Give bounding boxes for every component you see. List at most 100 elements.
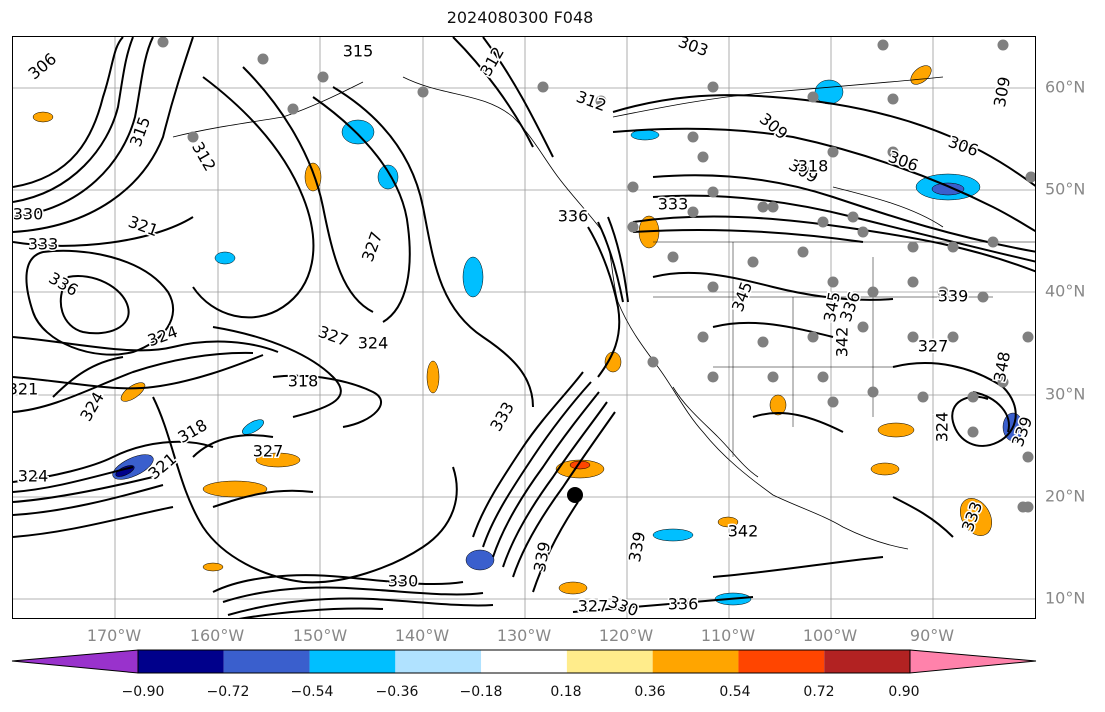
station-dot [697,151,709,163]
lat-label: 30°N [1045,384,1086,404]
contour-label: 315 [343,42,374,61]
station-dot [707,281,719,293]
shaded-region [426,360,440,394]
station-dot [887,146,899,158]
contour-line [572,596,754,613]
colorbar-cell [738,650,825,673]
contour-label: 309 [756,109,792,143]
station-dot [687,206,699,218]
lat-label: 40°N [1045,281,1086,301]
contour-line [612,127,1035,233]
contour-label: 303 [676,37,711,60]
contour-label: 327 [918,337,949,356]
contour-line [52,356,124,398]
colorbar-extend-high [909,649,1037,674]
colorbar-extend-low [11,649,139,674]
station-dot [757,201,769,213]
station-dot [827,146,839,158]
station-dot [867,286,879,298]
contour-label: 336 [668,595,699,614]
station-dot [317,71,329,83]
contour-label: 309 [990,75,1014,108]
station-dot [257,53,269,65]
contour-label: 324 [933,412,952,443]
chart-title: 2024080300 F048 [446,8,594,27]
station-dot [667,251,679,263]
contour-label: 327 [358,229,386,264]
contour-line [892,362,1017,447]
station-dot [757,336,769,348]
station-dot [907,241,919,253]
colorbar-cell [138,650,224,673]
station-dot [187,131,199,143]
contour-line [242,66,374,313]
station-dot [707,81,719,93]
shaded-region [630,129,660,141]
contour-label: 306 [25,49,61,83]
contour-label: 306 [946,132,981,160]
lon-label: 120°W [598,626,654,645]
station-dot [827,276,839,288]
contour-line [192,434,274,458]
shaded-regions [32,65,1024,606]
colorbar-tick-label: −0.72 [206,684,250,700]
contour-label: 327 [253,442,284,461]
colorbar-cell [481,650,567,673]
contour-line [212,326,342,418]
station-dot [947,331,959,343]
contour-line [13,37,154,218]
contour-line [597,221,624,303]
station-dot [767,371,779,383]
contour-line [13,216,194,247]
contour-line [652,271,894,301]
contour-label: 312 [476,44,508,80]
contour-line [652,174,1035,253]
shaded-region [960,498,992,536]
colorbar-tick-label: −0.36 [375,684,419,700]
lon-label: 170°W [86,626,142,645]
contour-line [332,86,534,408]
contour-line [13,354,264,390]
contour-label: 330 [388,572,419,591]
contour-line [512,411,616,578]
station-dot [567,487,583,503]
shaded-region [931,182,965,196]
contour-line [272,374,383,428]
colorbar [11,649,1037,674]
contour-label: 333 [658,195,689,214]
station-dot [1025,171,1035,183]
colorbar-frame [137,649,911,674]
shaded-region [814,79,844,105]
colorbar-cell [223,650,310,673]
colorbar-cell [395,650,482,673]
contour-label: 342 [833,327,852,358]
contour-line [472,371,584,538]
station-dot [157,37,169,48]
contour-label: 333 [486,399,518,435]
contour-line [452,37,534,148]
lat-label: 10°N [1045,588,1086,608]
contour-label: 342 [728,522,759,541]
contour-label: 306 [886,147,921,175]
station-dot [687,131,699,143]
colorbar-tick-label: −0.90 [121,684,165,700]
shaded-region [32,111,54,123]
shaded-region [255,452,301,468]
colorbar-tick-label: 0.18 [550,684,582,700]
contour-label: 336 [46,268,82,300]
station-dot [647,356,659,368]
contour-line [59,275,130,335]
contour-line [13,466,134,493]
station-dot [947,241,959,253]
contour-line [13,336,279,353]
shaded-region [870,462,900,476]
station-dot [977,291,989,303]
shaded-region [242,419,264,435]
station-dots [157,37,1035,513]
station-dot [595,95,607,107]
colorbar-tick-label: 0.54 [719,684,751,700]
station-dot [1022,451,1034,463]
station-dot [797,246,809,258]
colorbar-cell [652,650,739,673]
contour-label: 312 [188,139,220,175]
